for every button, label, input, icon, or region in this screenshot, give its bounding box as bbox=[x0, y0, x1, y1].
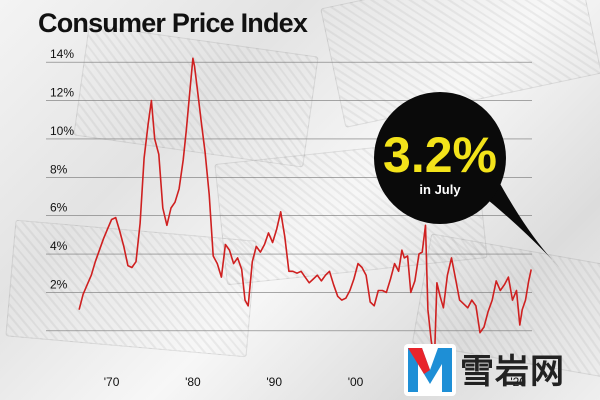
cpi-series-line bbox=[78, 57, 532, 363]
watermark-logo-icon bbox=[404, 344, 456, 396]
gridlines bbox=[46, 61, 532, 332]
site-watermark: 雪岩网 bbox=[400, 340, 600, 400]
watermark-text: 雪岩网 bbox=[460, 352, 565, 392]
callout-bubble: 3.2% in July bbox=[374, 92, 560, 268]
chart-title: Consumer Price Index bbox=[38, 8, 308, 38]
callout-value: 3.2% bbox=[383, 127, 497, 183]
x-tick-label: '90 bbox=[266, 375, 282, 389]
callout-circle bbox=[374, 92, 506, 224]
x-tick-label: '70 bbox=[104, 375, 120, 389]
callout-tail bbox=[478, 180, 560, 268]
y-tick-label: 6% bbox=[50, 201, 68, 215]
y-tick-label: 4% bbox=[50, 239, 68, 253]
x-tick-label: '00 bbox=[348, 375, 364, 389]
y-tick-label: 12% bbox=[50, 86, 74, 100]
y-tick-label: 14% bbox=[50, 47, 74, 61]
x-tick-label: '20 bbox=[510, 375, 526, 389]
y-tick-label: 10% bbox=[50, 124, 74, 138]
y-axis-tick-labels: 2% 4% 6% 8% 10% 12% 14% bbox=[50, 47, 74, 291]
callout-label: in July bbox=[419, 182, 461, 197]
y-tick-label: 2% bbox=[50, 277, 68, 291]
x-tick-label: '80 bbox=[185, 375, 201, 389]
y-tick-label: 8% bbox=[50, 162, 68, 176]
